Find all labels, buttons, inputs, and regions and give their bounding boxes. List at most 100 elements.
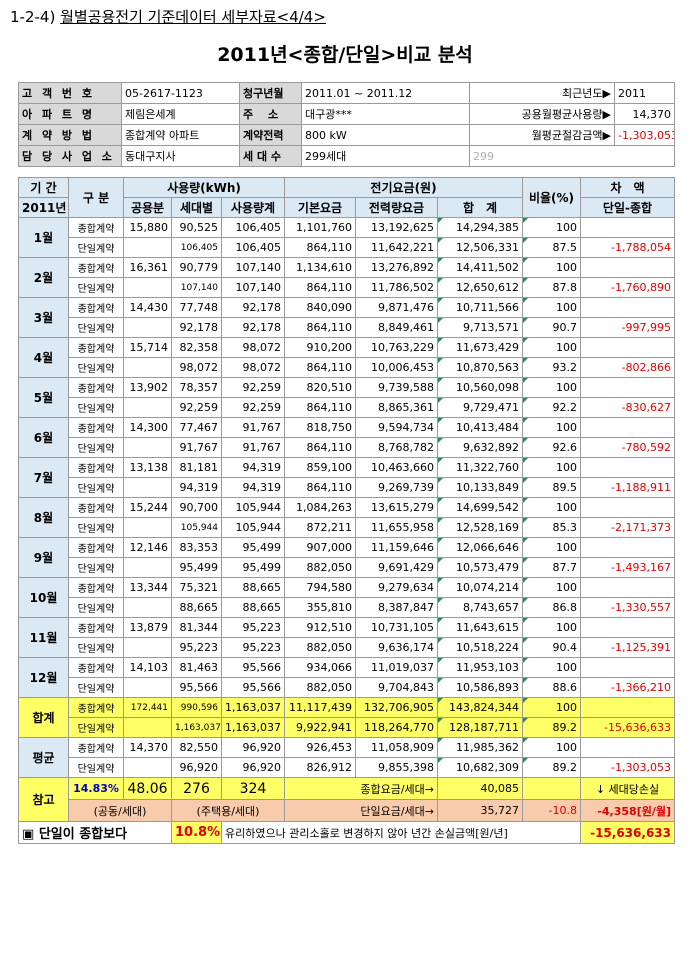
diff-amount: -1,493,167 [580,557,675,578]
base-fee: 882,050 [284,557,356,578]
summary-amount: -15,636,633 [580,821,675,844]
total-fee: 12,506,331 [437,237,523,258]
ratio: 87.5 [522,237,581,258]
contract-method: 종합계약 아파트 [121,124,240,146]
households-label: 세 대 수 [239,145,302,167]
bill-month-label: 청구년월 [239,82,302,104]
household-usage: 75,321 [171,577,222,598]
total-fee: 10,560,098 [437,377,523,398]
public-usage [123,757,172,778]
ratio: 100 [522,417,581,438]
period-label: 5월 [18,377,69,418]
summary-box-icon: ▣ [22,827,35,842]
total-fee: 10,586,893 [437,677,523,698]
usage-total: 88,665 [221,597,285,618]
household-usage: 82,358 [171,337,222,358]
combined-contract-label: 종합계약 [68,217,124,238]
table-row: 10월 종합계약 13,344 75,321 88,665 794,580 9,279,63… [18,577,675,618]
loss-value: -4,358[원/월] [580,799,675,822]
office: 동대구지사 [121,145,240,167]
single-contract-label: 단일계약 [68,517,124,538]
ratio: 89.2 [522,717,581,738]
total-fee: 8,743,657 [437,597,523,618]
avg-usage-label: 공용월평균사용량▶ [469,103,615,125]
energy-fee: 8,849,461 [355,317,438,338]
summary-text2: 유리하였으나 관리소홀로 변경하지 않아 년간 손실금액[원/년] [221,821,581,844]
total-fee: 143,824,344 [437,697,523,718]
household-usage: 83,353 [171,537,222,558]
single-per-hh-label: 단일요금/세대→ [284,799,438,822]
energy-fee: 11,655,958 [355,517,438,538]
combined-contract-label: 종합계약 [68,737,124,758]
ratio: 87.8 [522,277,581,298]
base-fee: 882,050 [284,637,356,658]
energy-fee: 11,019,037 [355,657,438,678]
usage-header: 사용량(kWh) [123,177,285,198]
heading-prefix: 1-2-4) [10,8,56,26]
base-fee: 826,912 [284,757,356,778]
usage-total: 98,072 [221,337,285,358]
single-contract-label: 단일계약 [68,597,124,618]
usage-total: 92,178 [221,297,285,318]
period-label: 9월 [18,537,69,578]
household-usage: 88,665 [171,597,222,618]
total-fee: 11,643,615 [437,617,523,638]
period-label: 6월 [18,417,69,458]
energy-fee: 9,855,398 [355,757,438,778]
loss-label: ↓ 세대당손실 [580,777,675,800]
ratio: 90.4 [522,637,581,658]
period-label: 4월 [18,337,69,378]
period-label: 1월 [18,217,69,258]
avg-saving: -1,303,053 [614,124,675,146]
base-fee: 864,110 [284,437,356,458]
public-usage: 15,714 [123,337,172,358]
diff-amount [580,457,675,478]
energy-fee: 10,763,229 [355,337,438,358]
apt-name: 제림은세계 [121,103,240,125]
ratio: 100 [522,377,581,398]
diff-amount [580,537,675,558]
table-row: 1월 종합계약 15,880 90,525 106,405 1,101,760 13,192… [18,217,675,258]
household-usage: 95,566 [171,677,222,698]
energy-fee: 10,463,660 [355,457,438,478]
table-row: 단일계약 98,072 98,072 864,110 10,006,453 10,870,… [19,357,675,378]
ratio: 100 [522,577,581,598]
table-row: 4월 종합계약 15,714 82,358 98,072 910,200 10,763,22… [18,337,675,378]
table-row: 단일계약 95,566 95,566 882,050 9,704,843 10,586,8… [19,677,675,698]
public-usage [123,677,172,698]
total-fee: 10,870,563 [437,357,523,378]
public-header: 공용분 [123,197,172,218]
table-row: 단일계약 91,767 91,767 864,110 8,768,782 9,632,89… [19,437,675,458]
diff-amount [580,257,675,278]
single-contract-label: 단일계약 [68,557,124,578]
ratio: 100 [522,537,581,558]
total-fee: 11,322,760 [437,457,523,478]
usage-total: 95,499 [221,557,285,578]
usage-total: 92,259 [221,397,285,418]
diff-amount [580,377,675,398]
diff-amount [580,337,675,358]
public-usage: 15,244 [123,497,172,518]
energy-fee: 9,704,843 [355,677,438,698]
base-fee: 355,810 [284,597,356,618]
period-label: 7월 [18,457,69,498]
period-header: 기 간 [18,177,69,198]
total-fee: 14,699,542 [437,497,523,518]
public-usage [123,397,172,418]
energy-fee: 8,387,847 [355,597,438,618]
diff-amount [580,297,675,318]
single-contract-label: 단일계약 [68,277,124,298]
household-header: 세대별 [171,197,222,218]
period-label: 11월 [18,617,69,658]
energy-fee: 11,642,221 [355,237,438,258]
usage-total: 95,223 [221,617,285,638]
ratio-header: 비율(%) [522,177,581,218]
ratio: 92.2 [522,397,581,418]
public-usage: 13,902 [123,377,172,398]
public-usage: 14,103 [123,657,172,678]
diff-amount [580,657,675,678]
diff-amount: -1,125,391 [580,637,675,658]
households: 299세대 [301,145,470,167]
total-fee: 9,632,892 [437,437,523,458]
household-usage: 107,140 [171,277,222,298]
